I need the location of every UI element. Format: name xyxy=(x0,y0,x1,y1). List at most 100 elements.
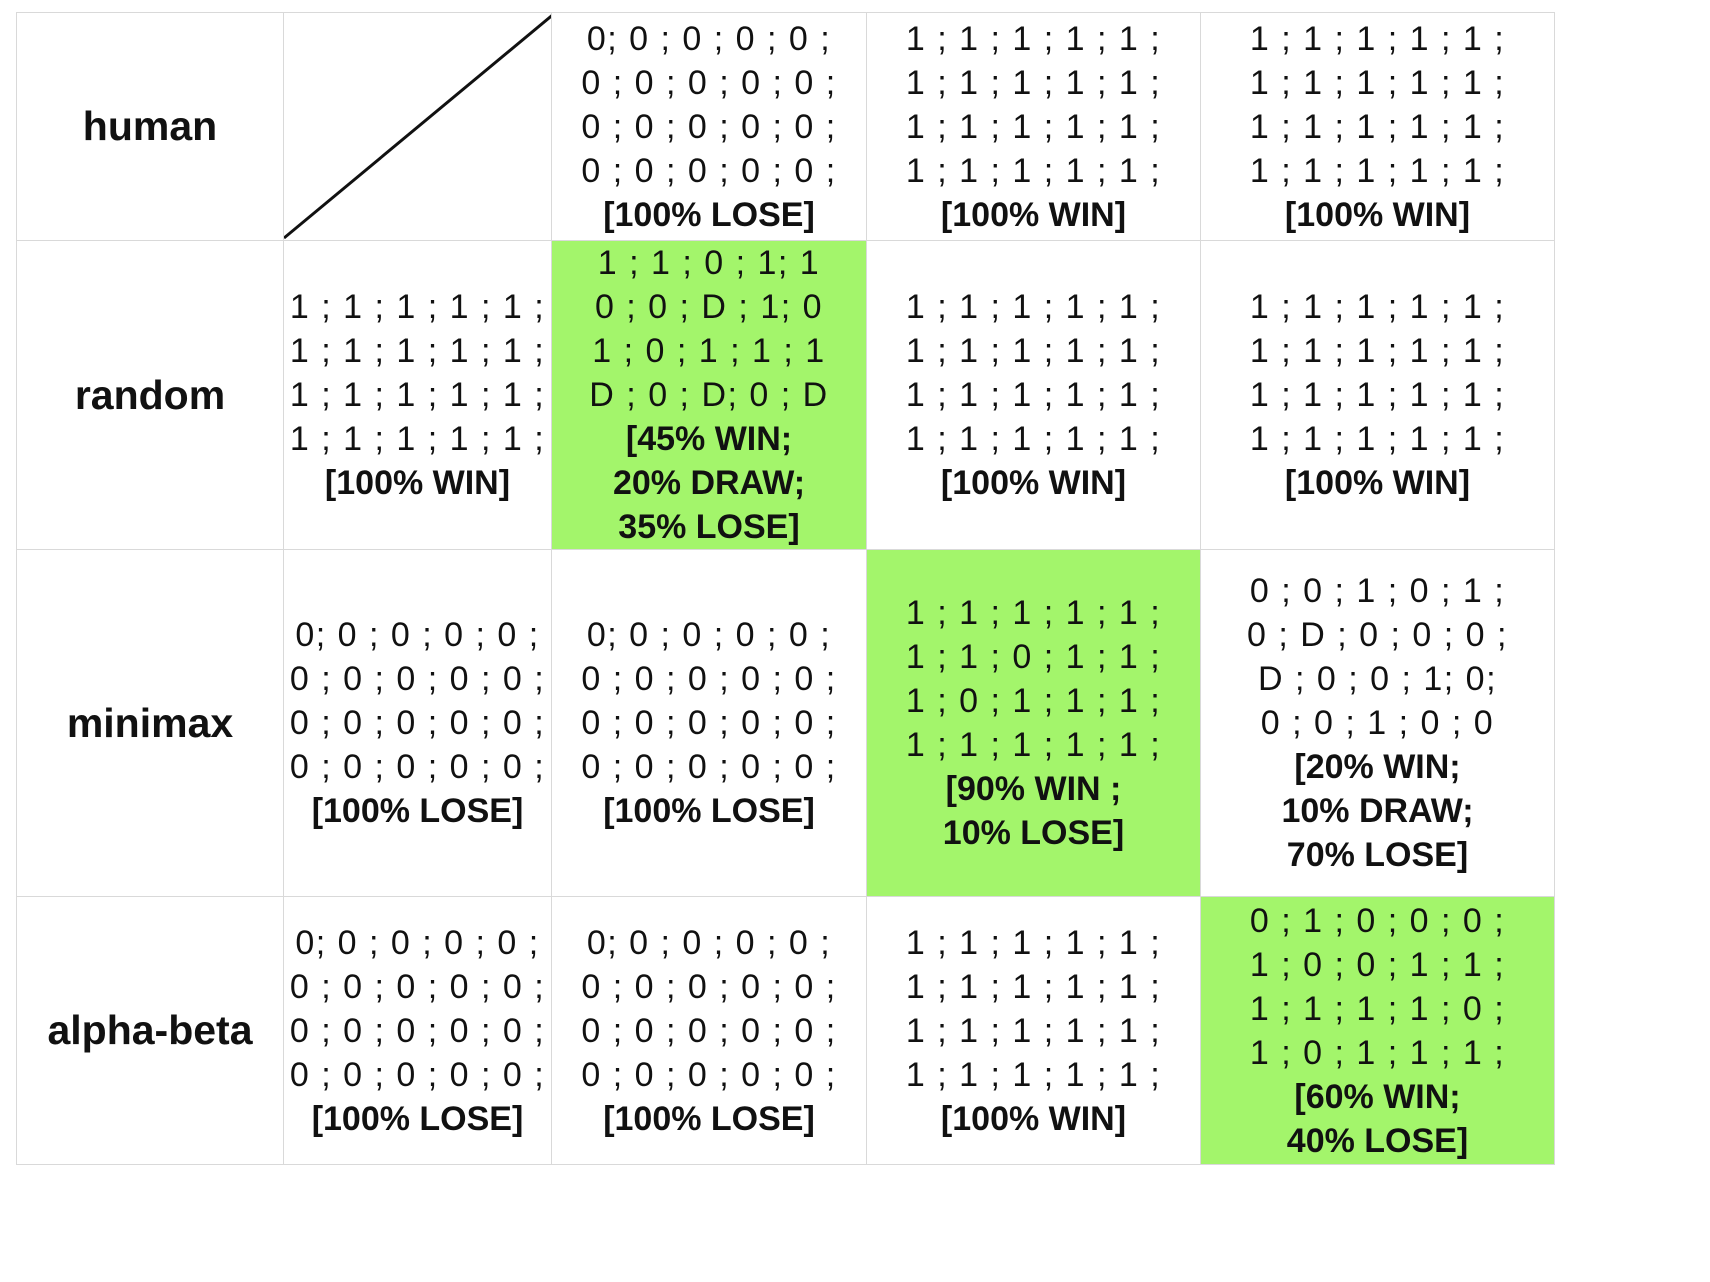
matrix-row-alpha-beta: alpha-beta 0; 0 ; 0 ; 0 ; 0 ; 0 ; 0 ; 0 ; … xyxy=(16,896,1555,1165)
game-outcome-line: 0; 0 ; 0 ; 0 ; 0 ; xyxy=(586,923,832,962)
game-outcome-line: 0 ; 0 ; 1 ; 0 ; 1 ; xyxy=(1249,572,1506,610)
row-label: minimax xyxy=(16,549,284,897)
result-cell: 1 ; 1 ; 1 ; 1 ; 1 ; 1 ; 1 ; 1 ; 1 ; 1 ; 1 … xyxy=(1200,240,1555,550)
game-outcome-line: 1 ; 1 ; 1 ; 1 ; 1 ; xyxy=(905,107,1162,146)
game-outcome-line: 1 ; 0 ; 1 ; 1 ; 1 ; xyxy=(905,682,1162,720)
cell-content: 1 ; 1 ; 1 ; 1 ; 1 ; 1 ; 1 ; 1 ; 1 ; 1 ; 1 … xyxy=(867,17,1200,237)
result-summary-line: [100% WIN] xyxy=(1284,195,1471,234)
game-outcome-line: 1 ; 1 ; 1 ; 1 ; 1 ; xyxy=(1249,107,1506,146)
game-outcome-line: 0 ; 0 ; 0 ; 0 ; 0 ; xyxy=(581,1011,837,1050)
game-outcome-line: 1 ; 1 ; 1 ; 1 ; 1 ; xyxy=(1249,376,1506,414)
game-outcome-line: 0 ; 0 ; 0 ; 0 ; 0 ; xyxy=(581,704,837,742)
result-summary-line: 20% DRAW; xyxy=(612,464,806,502)
game-outcome-line: 1 ; 1 ; 1 ; 1 ; 1 ; xyxy=(905,420,1162,458)
game-outcome-line: 1 ; 1 ; 1 ; 1 ; 1 ; xyxy=(1249,63,1506,102)
result-cell: 0; 0 ; 0 ; 0 ; 0 ; 0 ; 0 ; 0 ; 0 ; 0 ; 0 ;… xyxy=(551,549,867,897)
result-cell: 1 ; 1 ; 1 ; 1 ; 1 ; 1 ; 1 ; 1 ; 1 ; 1 ; 1 … xyxy=(866,12,1201,241)
game-outcome-line: 1 ; 1 ; 1 ; 1 ; 0 ; xyxy=(1249,989,1506,1028)
game-outcome-line: 1 ; 1 ; 1 ; 1 ; 1 ; xyxy=(905,1055,1162,1094)
game-outcome-line: 0 ; 0 ; 0 ; 0 ; 0 ; xyxy=(289,704,546,742)
game-outcome-line: 1 ; 1 ; 1 ; 1 ; 1 ; xyxy=(905,594,1162,632)
game-outcome-line: D ; 0 ; D; 0 ; D xyxy=(589,376,829,414)
game-outcome-line: 1 ; 1 ; 1 ; 1 ; 1 ; xyxy=(289,288,546,326)
cell-content: 1 ; 1 ; 1 ; 1 ; 1 ; 1 ; 1 ; 1 ; 1 ; 1 ; 1 … xyxy=(284,285,551,505)
result-cell: 1 ; 1 ; 1 ; 1 ; 1 ; 1 ; 1 ; 1 ; 1 ; 1 ; 1 … xyxy=(866,896,1201,1165)
row-label: human xyxy=(16,12,284,241)
game-outcome-line: 0 ; 0 ; D ; 1; 0 xyxy=(594,288,824,326)
game-outcome-line: 1 ; 1 ; 1 ; 1 ; 1 ; xyxy=(905,923,1162,962)
result-cell: 1 ; 1 ; 0 ; 1; 1 0 ; 0 ; D ; 1; 0 1 ; 0 ; … xyxy=(551,240,867,550)
game-outcome-line: 0 ; 0 ; 0 ; 0 ; 0 ; xyxy=(581,660,837,698)
cell-content: 1 ; 1 ; 1 ; 1 ; 1 ; 1 ; 1 ; 1 ; 1 ; 1 ; 1 … xyxy=(867,921,1200,1141)
game-outcome-line: 0 ; 0 ; 0 ; 0 ; 0 ; xyxy=(289,660,546,698)
diagonal-slash-icon xyxy=(284,14,551,240)
result-cell: 0; 0 ; 0 ; 0 ; 0 ; 0 ; 0 ; 0 ; 0 ; 0 ; 0 ;… xyxy=(283,549,552,897)
game-outcome-line: 0; 0 ; 0 ; 0 ; 0 ; xyxy=(586,19,832,58)
cell-content: 0; 0 ; 0 ; 0 ; 0 ; 0 ; 0 ; 0 ; 0 ; 0 ; 0 ;… xyxy=(284,921,551,1141)
result-summary-line: [100% LOSE] xyxy=(311,1099,524,1138)
cell-content: 1 ; 1 ; 1 ; 1 ; 1 ; 1 ; 1 ; 1 ; 1 ; 1 ; 1 … xyxy=(1201,285,1554,505)
game-outcome-line: 1 ; 1 ; 1 ; 1 ; 1 ; xyxy=(905,19,1162,58)
game-outcome-line: 1 ; 1 ; 1 ; 1 ; 1 ; xyxy=(289,376,546,414)
result-summary-line: [100% WIN] xyxy=(324,464,511,502)
result-summary-line: [100% LOSE] xyxy=(603,195,815,234)
row-label: random xyxy=(16,240,284,550)
game-outcome-line: 1 ; 1 ; 1 ; 1 ; 1 ; xyxy=(905,726,1162,764)
game-outcome-line: 0; 0 ; 0 ; 0 ; 0 ; xyxy=(295,616,540,654)
game-outcome-line: 1 ; 1 ; 1 ; 1 ; 1 ; xyxy=(1249,19,1506,58)
game-outcome-line: 1 ; 1 ; 1 ; 1 ; 1 ; xyxy=(289,332,546,370)
game-outcome-line: 0 ; D ; 0 ; 0 ; 0 ; xyxy=(1247,616,1508,654)
result-cell: 0 ; 1 ; 0 ; 0 ; 0 ; 1 ; 0 ; 0 ; 1 ; 1 ; 1 … xyxy=(1200,896,1555,1165)
game-outcome-line: 1 ; 1 ; 1 ; 1 ; 1 ; xyxy=(1249,288,1506,326)
game-outcome-line: 0 ; 0 ; 0 ; 0 ; 0 ; xyxy=(289,967,546,1006)
cell-content: 0 ; 0 ; 1 ; 0 ; 1 ; 0 ; D ; 0 ; 0 ; 0 ; D … xyxy=(1201,569,1554,877)
cell-content: 1 ; 1 ; 0 ; 1; 1 0 ; 0 ; D ; 1; 0 1 ; 0 ; … xyxy=(552,241,866,549)
game-outcome-line: 1 ; 1 ; 1 ; 1 ; 1 ; xyxy=(1249,332,1506,370)
result-cell: 1 ; 1 ; 1 ; 1 ; 1 ; 1 ; 1 ; 0 ; 1 ; 1 ; 1 … xyxy=(866,549,1201,897)
cell-content: 0; 0 ; 0 ; 0 ; 0 ; 0 ; 0 ; 0 ; 0 ; 0 ; 0 ;… xyxy=(552,921,866,1141)
result-summary-line: 35% LOSE] xyxy=(618,508,800,546)
game-outcome-line: 1 ; 1 ; 0 ; 1 ; 1 ; xyxy=(905,638,1162,676)
diagonal-empty-cell xyxy=(283,12,552,241)
result-summary-line: [90% WIN ; xyxy=(945,770,1122,808)
result-cell: 1 ; 1 ; 1 ; 1 ; 1 ; 1 ; 1 ; 1 ; 1 ; 1 ; 1 … xyxy=(866,240,1201,550)
cell-content: 0 ; 1 ; 0 ; 0 ; 0 ; 1 ; 0 ; 0 ; 1 ; 1 ; 1 … xyxy=(1201,899,1554,1163)
game-outcome-line: 0 ; 0 ; 1 ; 0 ; 0 xyxy=(1260,704,1495,742)
result-summary-line: [100% WIN] xyxy=(940,464,1127,502)
row-label: alpha-beta xyxy=(16,896,284,1165)
matrix-row-minimax: minimax 0; 0 ; 0 ; 0 ; 0 ; 0 ; 0 ; 0 ; 0 ;… xyxy=(16,549,1555,897)
game-outcome-line: 1 ; 1 ; 1 ; 1 ; 1 ; xyxy=(905,1011,1162,1050)
game-outcome-line: 0 ; 1 ; 0 ; 0 ; 0 ; xyxy=(1249,901,1506,940)
result-summary-line: [20% WIN; xyxy=(1294,748,1461,786)
game-outcome-line: 1 ; 0 ; 1 ; 1 ; 1 xyxy=(592,332,826,370)
result-summary-line: [60% WIN; xyxy=(1294,1077,1461,1116)
game-outcome-line: 0 ; 0 ; 0 ; 0 ; 0 ; xyxy=(581,107,837,146)
game-outcome-line: 1 ; 1 ; 1 ; 1 ; 1 ; xyxy=(905,288,1162,326)
result-summary-line: 70% LOSE] xyxy=(1286,836,1469,874)
game-outcome-line: 0; 0 ; 0 ; 0 ; 0 ; xyxy=(295,923,540,962)
game-outcome-line: 0 ; 0 ; 0 ; 0 ; 0 ; xyxy=(581,967,837,1006)
game-outcome-line: 1 ; 0 ; 0 ; 1 ; 1 ; xyxy=(1249,945,1506,984)
game-outcome-line: 0 ; 0 ; 0 ; 0 ; 0 ; xyxy=(581,1055,837,1094)
game-outcome-line: 1 ; 1 ; 1 ; 1 ; 1 ; xyxy=(1249,151,1506,190)
game-outcome-line: 1 ; 1 ; 1 ; 1 ; 1 ; xyxy=(905,332,1162,370)
result-summary-line: [100% WIN] xyxy=(940,1099,1127,1138)
result-summary-line: [100% LOSE] xyxy=(311,792,524,830)
cell-content: 0; 0 ; 0 ; 0 ; 0 ; 0 ; 0 ; 0 ; 0 ; 0 ; 0 ;… xyxy=(552,613,866,833)
cell-content: 1 ; 1 ; 1 ; 1 ; 1 ; 1 ; 1 ; 0 ; 1 ; 1 ; 1 … xyxy=(867,591,1200,855)
result-cell: 0; 0 ; 0 ; 0 ; 0 ; 0 ; 0 ; 0 ; 0 ; 0 ; 0 ;… xyxy=(551,896,867,1165)
result-summary-line: [100% WIN] xyxy=(1284,464,1471,502)
matrix-row-human: human 0; 0 ; 0 ; 0 ; 0 ; 0 ; 0 ; 0 ; 0 ; 0… xyxy=(16,12,1555,241)
result-cell: 0; 0 ; 0 ; 0 ; 0 ; 0 ; 0 ; 0 ; 0 ; 0 ; 0 ;… xyxy=(283,896,552,1165)
cell-content: 0; 0 ; 0 ; 0 ; 0 ; 0 ; 0 ; 0 ; 0 ; 0 ; 0 ;… xyxy=(552,17,866,237)
game-outcome-line: 1 ; 1 ; 1 ; 1 ; 1 ; xyxy=(905,967,1162,1006)
results-matrix: human 0; 0 ; 0 ; 0 ; 0 ; 0 ; 0 ; 0 ; 0 ; 0… xyxy=(16,12,1555,1165)
game-outcome-line: 1 ; 1 ; 1 ; 1 ; 1 ; xyxy=(905,376,1162,414)
game-outcome-line: 0; 0 ; 0 ; 0 ; 0 ; xyxy=(586,616,832,654)
matrix-row-random: random 1 ; 1 ; 1 ; 1 ; 1 ; 1 ; 1 ; 1 ; 1 ;… xyxy=(16,240,1555,550)
cell-content: 1 ; 1 ; 1 ; 1 ; 1 ; 1 ; 1 ; 1 ; 1 ; 1 ; 1 … xyxy=(1201,17,1554,237)
cell-content: 0; 0 ; 0 ; 0 ; 0 ; 0 ; 0 ; 0 ; 0 ; 0 ; 0 ;… xyxy=(284,613,551,833)
result-summary-line: [100% LOSE] xyxy=(603,1099,815,1138)
result-summary-line: 10% DRAW; xyxy=(1281,792,1474,830)
game-outcome-line: 1 ; 1 ; 1 ; 1 ; 1 ; xyxy=(289,420,546,458)
